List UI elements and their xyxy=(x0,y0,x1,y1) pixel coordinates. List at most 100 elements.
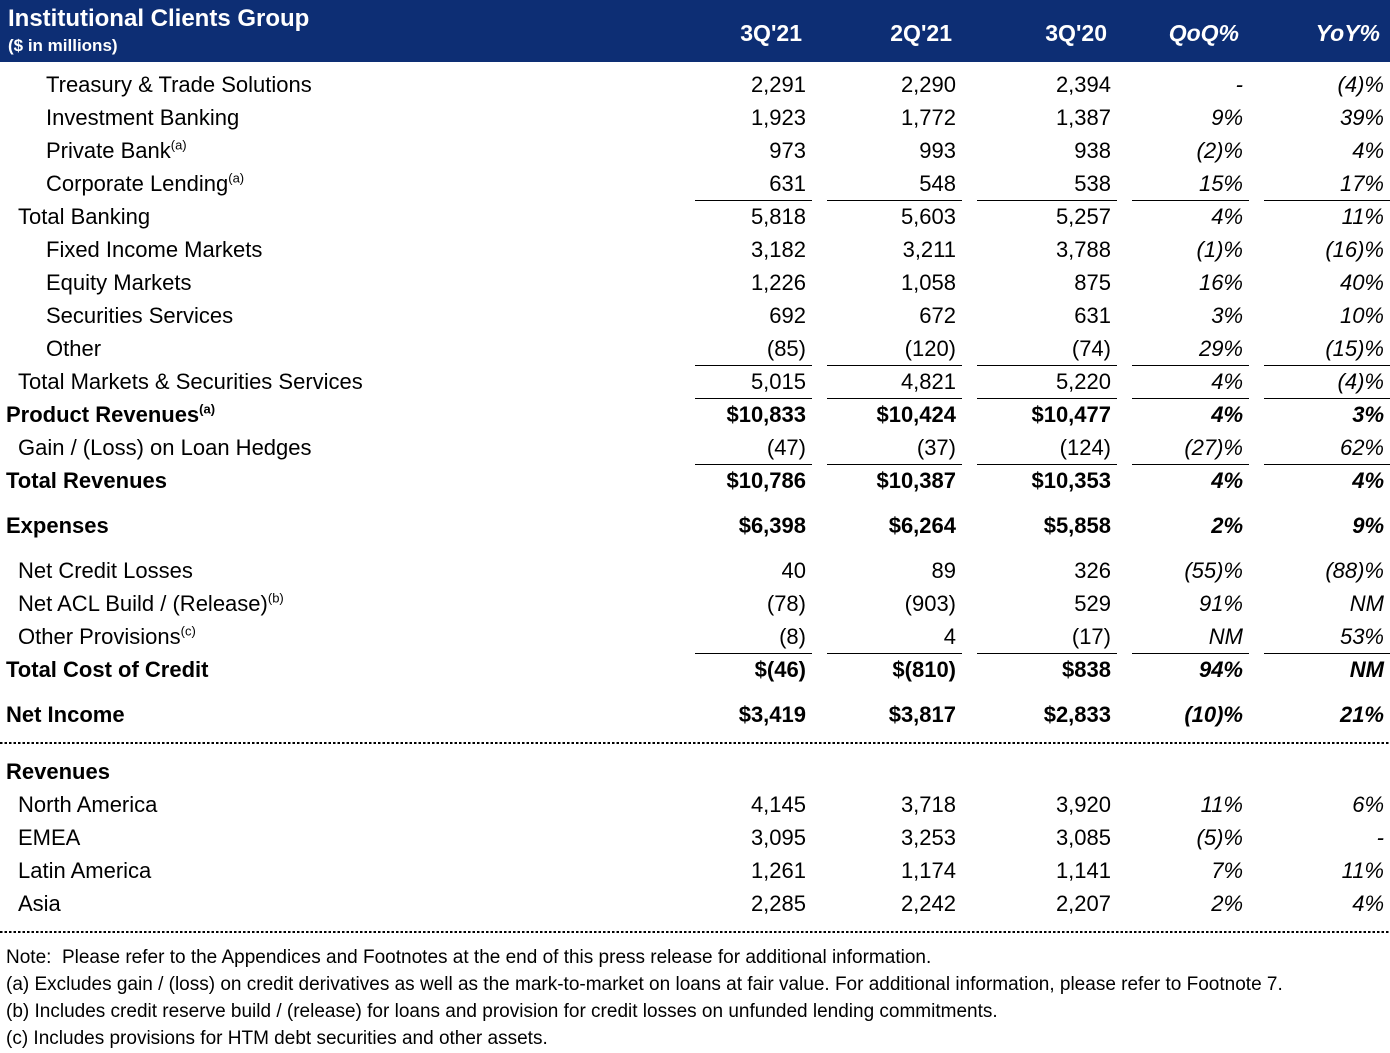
table-cell: (10)% xyxy=(1184,702,1243,727)
table-cell: (15)% xyxy=(1264,332,1390,366)
table-cell: $3,419 xyxy=(738,702,806,727)
table-cell: 4% xyxy=(1211,402,1243,427)
table-cell: (120) xyxy=(827,332,962,366)
row-label: Expenses xyxy=(6,513,109,538)
table-cell: 3% xyxy=(1352,402,1384,427)
table-cell: 15% xyxy=(1132,167,1249,201)
table-cell: 9% xyxy=(1352,513,1384,538)
page-title: Institutional Clients Group xyxy=(8,5,310,32)
table-cell: (17) xyxy=(977,620,1117,654)
row-label: Total Cost of Credit xyxy=(6,657,209,682)
column-header-3q20: 3Q'20 xyxy=(1045,19,1107,46)
footnote-marker: (c) xyxy=(180,623,196,639)
table-body: Treasury & Trade Solutions 2,291 2,290 2,39… xyxy=(0,62,1390,933)
table-cell: - xyxy=(1376,825,1384,850)
column-header-2q21: 2Q'21 xyxy=(890,19,952,46)
table-cell: 4 xyxy=(827,620,962,654)
footnote-marker: (a) xyxy=(170,137,187,153)
table-cell: 3,211 xyxy=(902,237,956,262)
table-cell: $(810) xyxy=(892,657,956,682)
table-cell: 3,085 xyxy=(1055,825,1111,850)
table-cell: 16% xyxy=(1198,270,1243,295)
table-cell: (2)% xyxy=(1196,138,1243,163)
table-row: Product Revenues(a) $10,833 $10,424 $10,477… xyxy=(0,398,1390,431)
table-row: Other (85) (120) (74) 29% (15)% xyxy=(0,332,1390,366)
table-cell: $5,858 xyxy=(1043,513,1111,538)
table-row: Corporate Lending(a) 631 548 538 15% 17% xyxy=(0,167,1390,201)
table-cell: 91% xyxy=(1198,591,1243,616)
table-cell: 5,257 xyxy=(1055,204,1111,229)
table-cell: 2,285 xyxy=(750,891,806,916)
table-cell: (903) xyxy=(904,591,956,616)
table-cell: (47) xyxy=(695,431,812,465)
table-header: Institutional Clients Group ($ in millio… xyxy=(0,0,1390,62)
dashed-separator xyxy=(0,742,1390,744)
table-row: Private Bank(a) 973 993 938 (2)% 4% xyxy=(0,134,1390,167)
table-cell: 9% xyxy=(1211,105,1243,130)
table-cell: 62% xyxy=(1264,431,1390,465)
table-cell: 40% xyxy=(1339,270,1384,295)
table-cell: $10,387 xyxy=(876,468,956,493)
table-row: EMEA 3,095 3,253 3,085 (5)% - xyxy=(0,821,1390,854)
table-cell: (85) xyxy=(695,332,812,366)
units-label: ($ in millions) xyxy=(8,36,118,55)
table-cell: 1,226 xyxy=(750,270,806,295)
table-cell: 2,242 xyxy=(900,891,956,916)
dashed-separator xyxy=(0,931,1390,933)
title-block: Institutional Clients Group ($ in millio… xyxy=(0,0,680,62)
table-cell: 326 xyxy=(1074,558,1111,583)
table-cell: NM xyxy=(1132,620,1249,654)
table-cell: 3,182 xyxy=(750,237,806,262)
table-cell: 6% xyxy=(1352,792,1384,817)
table-cell: (27)% xyxy=(1132,431,1249,465)
table-cell: 538 xyxy=(977,167,1117,201)
table-row: Revenues xyxy=(0,755,1390,788)
row-label: Equity Markets xyxy=(46,270,192,295)
table-row: Total Revenues $10,786 $10,387 $10,353 4% 4% xyxy=(0,464,1390,497)
footnote-b: (b) Includes credit reserve build / (rel… xyxy=(6,1001,998,1022)
table-cell: 548 xyxy=(827,167,962,201)
column-header-3q21: 3Q'21 xyxy=(740,19,802,46)
table-cell: 875 xyxy=(1074,270,1111,295)
table-cell: (16)% xyxy=(1325,237,1384,262)
table-cell: 672 xyxy=(919,303,956,328)
table-row: Total Markets & Securities Services 5,015… xyxy=(0,365,1390,399)
table-cell: $2,833 xyxy=(1043,702,1111,727)
table-cell: - xyxy=(1235,72,1243,97)
footnote-general: Note: Please refer to the Appendices and… xyxy=(6,947,932,968)
row-label: Total Revenues xyxy=(6,468,167,493)
table-cell: 94% xyxy=(1198,657,1243,682)
table-row: Total Cost of Credit $(46) $(810) $838 94% NM xyxy=(0,653,1390,686)
table-cell: 2,290 xyxy=(900,72,956,97)
table-cell xyxy=(812,755,962,788)
table-row: Securities Services 692 672 631 3% 10% xyxy=(0,299,1390,332)
table-row: Fixed Income Markets 3,182 3,211 3,788 (1)% (… xyxy=(0,233,1390,266)
table-cell: $10,786 xyxy=(726,468,806,493)
table-cell: 29% xyxy=(1132,332,1249,366)
row-label: Total Banking xyxy=(18,204,151,229)
column-header-qoq: QoQ% xyxy=(1168,19,1239,46)
table-cell: (88)% xyxy=(1325,558,1384,583)
table-cell: 3,788 xyxy=(1055,237,1111,262)
table-cell: 11% xyxy=(1200,792,1243,817)
table-cell: (74) xyxy=(977,332,1117,366)
row-label: Private Bank(a) xyxy=(46,137,187,163)
table-cell: (124) xyxy=(977,431,1117,465)
table-cell: 4% xyxy=(1352,138,1384,163)
table-cell: 529 xyxy=(1074,591,1111,616)
table-cell: 17% xyxy=(1264,167,1390,201)
table-cell: (4)% xyxy=(1337,72,1384,97)
table-cell: (55)% xyxy=(1184,558,1243,583)
footnote-a: (a) Excludes gain / (loss) on credit der… xyxy=(6,974,1283,995)
table-row: Equity Markets 1,226 1,058 875 16% 40% xyxy=(0,266,1390,299)
table-cell: 5,603 xyxy=(900,204,956,229)
table-cell: $10,424 xyxy=(876,402,956,427)
table-row: Net Income $3,419 $3,817 $2,833 (10)% 21% xyxy=(0,698,1390,731)
footnotes: Note: Please refer to the Appendices and… xyxy=(0,944,1390,1052)
table-cell: (78) xyxy=(766,591,806,616)
row-label: Treasury & Trade Solutions xyxy=(46,72,312,97)
table-cell: 993 xyxy=(919,138,956,163)
footnote-c: (c) Includes provisions for HTM debt sec… xyxy=(6,1028,548,1049)
table-cell: 3,253 xyxy=(900,825,956,850)
